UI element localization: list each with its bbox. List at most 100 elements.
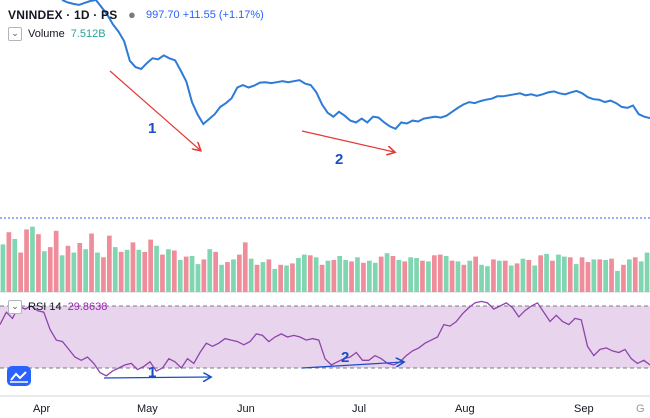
volume-bar (384, 253, 390, 292)
volume-bar (479, 264, 484, 292)
volume-bar (591, 259, 597, 292)
tradingview-logo-icon[interactable] (7, 366, 31, 386)
volume-bar (254, 264, 260, 292)
volume-bar (443, 256, 449, 292)
volume-bar (426, 261, 431, 292)
volume-bar (290, 263, 295, 292)
volume-bar (550, 260, 555, 292)
change-direction-icon: ● (128, 7, 136, 22)
volume-bar (47, 247, 53, 292)
volume-bar (414, 258, 419, 292)
volume-bar (0, 244, 6, 292)
volume-bar (225, 262, 230, 292)
volume-bar (284, 265, 289, 292)
x-tick-may: May (137, 403, 158, 415)
volume-bar (107, 235, 112, 292)
annotation-label-1-rsi: 1 (148, 364, 156, 381)
volume-bar (432, 255, 437, 292)
volume-bar (302, 254, 307, 292)
volume-bar (556, 254, 561, 292)
volume-bar (597, 259, 603, 292)
volume-bar (266, 259, 272, 292)
volume-bar (455, 261, 461, 292)
volume-bar (390, 256, 396, 292)
volume-bar (307, 255, 313, 292)
volume-bar (124, 249, 130, 292)
rsi-line (0, 300, 650, 377)
volume-bar (402, 261, 408, 292)
volume-bar (367, 260, 372, 292)
volume-bar (585, 262, 591, 292)
volume-bar (514, 263, 520, 292)
volume-bar (95, 252, 100, 292)
volume-bar (237, 254, 242, 292)
annotation-label-2-rsi: 2 (341, 349, 349, 366)
volume-bar (627, 259, 632, 292)
volume-bar (603, 260, 608, 292)
volume-bar (65, 245, 71, 292)
volume-bar (473, 256, 478, 292)
volume-bar (343, 260, 348, 292)
volume-bar (272, 268, 278, 292)
volume-bar (372, 262, 378, 292)
volume-bar (532, 265, 538, 292)
volume-bar (213, 251, 218, 292)
volume-bar (24, 229, 29, 292)
volume-bar (644, 252, 650, 292)
volume-bar (378, 256, 384, 292)
volume-bar (42, 251, 47, 292)
volume-bar (278, 264, 283, 292)
volume-bar (632, 257, 638, 292)
volume-bar (538, 255, 543, 292)
volume-bar (621, 264, 626, 292)
volume-bar (526, 260, 532, 292)
volume-bar (112, 247, 118, 292)
volume-bar (260, 262, 266, 292)
volume-bar (231, 259, 236, 292)
volume-bar (502, 260, 508, 292)
price-change: 997.70 +11.55 (+1.17%) (146, 9, 264, 21)
volume-bar (420, 260, 425, 292)
volume-bar (71, 252, 77, 292)
volume-bar (437, 254, 443, 292)
volume-bar (172, 250, 177, 292)
divergence-arrow-2-price (301, 130, 394, 152)
corner-glyph: G (636, 403, 645, 415)
divergence-arrow-2-rsi (301, 362, 403, 369)
symbol-title[interactable]: VNINDEX · 1D · PS (8, 8, 118, 22)
volume-bars (0, 226, 650, 292)
volume-bar (461, 264, 467, 292)
volume-bar (154, 245, 159, 292)
volume-bar (130, 242, 136, 292)
annotation-label-2-price: 2 (335, 151, 343, 168)
volume-bar (562, 256, 567, 292)
x-tick-sep: Sep (574, 403, 594, 415)
volume-bar (242, 242, 248, 292)
volume-legend: ⌄ Volume 7.512B (8, 27, 106, 41)
volume-bar (361, 262, 366, 292)
volume-bar (467, 260, 473, 292)
volume-bar (207, 249, 213, 292)
volume-bar (615, 270, 620, 292)
volume-bar (485, 266, 490, 292)
volume-bar (408, 257, 413, 292)
divergence-arrow-1-rsi (103, 377, 210, 378)
rsi-label: RSI 14 (28, 301, 62, 313)
volume-bar (355, 257, 360, 292)
volume-bar (319, 264, 325, 292)
collapse-chevron-icon[interactable]: ⌄ (8, 300, 22, 314)
volume-bar (77, 243, 83, 292)
x-tick-aug: Aug (455, 403, 475, 415)
volume-bar (160, 254, 165, 292)
volume-bar (30, 226, 35, 292)
volume-bar (201, 259, 207, 292)
volume-bar (248, 258, 254, 292)
volume-bar (544, 253, 549, 292)
volume-bar (118, 251, 124, 292)
volume-bar (136, 249, 142, 292)
annotation-label-1-price: 1 (148, 120, 156, 137)
volume-bar (497, 260, 502, 292)
collapse-chevron-icon[interactable]: ⌄ (8, 27, 22, 41)
volume-bar (491, 259, 496, 292)
